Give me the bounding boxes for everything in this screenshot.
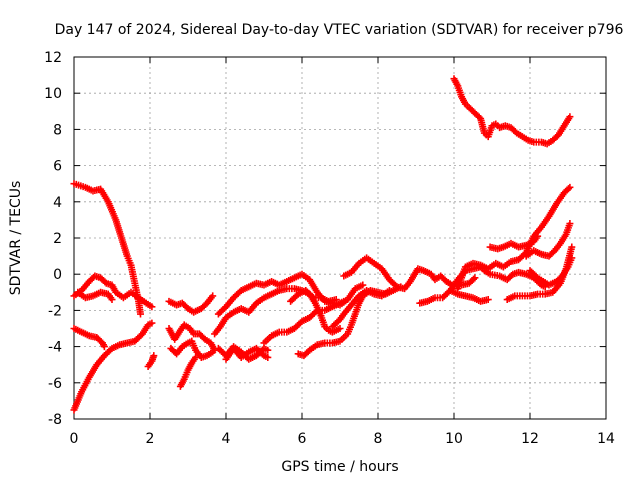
data-point: [471, 274, 479, 282]
y-tick-label: 8: [53, 122, 62, 138]
series-26: [522, 220, 574, 260]
x-tick-label: 10: [445, 431, 463, 447]
axis-ticks: 0 2 4 6 8 10 12 14 -8 -6 -4 -2 0 2 4 6 8 10 12: [44, 50, 615, 447]
y-tick-label: 2: [53, 231, 62, 247]
data-point: [148, 303, 156, 311]
y-tick-label: 12: [44, 50, 62, 66]
y-tick-label: -8: [48, 412, 62, 428]
y-tick-label: -2: [48, 303, 62, 319]
x-tick-label: 0: [70, 431, 79, 447]
data-point: [469, 275, 477, 283]
x-tick-label: 8: [374, 431, 383, 447]
data-point: [336, 325, 344, 332]
data-point: [308, 292, 316, 300]
data-point: [264, 353, 272, 361]
data-point: [566, 113, 574, 121]
series-22: [450, 75, 574, 148]
data-point: [150, 352, 158, 360]
data-point: [564, 185, 572, 193]
data-point: [484, 296, 492, 304]
data-point: [359, 281, 367, 289]
data-point: [566, 220, 574, 228]
series-7: [165, 292, 217, 316]
series-14: [222, 344, 272, 363]
y-tick-label: -4: [48, 340, 62, 356]
series-10: [176, 353, 200, 390]
series-24: [486, 232, 542, 253]
data-points: [70, 75, 576, 414]
x-tick-label: 6: [298, 431, 307, 447]
data-point: [340, 297, 348, 305]
y-tick-label: 4: [53, 195, 62, 211]
y-tick-label: 10: [44, 86, 62, 102]
series-16: [287, 286, 340, 305]
series-5: [74, 288, 116, 304]
data-point: [148, 319, 156, 327]
y-tick-label: 0: [53, 267, 62, 283]
series-8: [165, 321, 219, 354]
y-tick-label: 6: [53, 159, 62, 175]
x-tick-label: 14: [597, 431, 615, 447]
series-27: [526, 254, 576, 289]
data-point: [332, 296, 340, 304]
chart-title: Day 147 of 2024, Sidereal Day-to-day VTE…: [55, 22, 624, 38]
series-6: [144, 352, 158, 371]
data-point: [209, 292, 217, 300]
data-point: [264, 346, 272, 354]
series-18: [328, 286, 393, 331]
data-point: [312, 308, 320, 316]
y-axis-label: SDTVAR / TECUs: [8, 181, 24, 296]
x-tick-label: 12: [521, 431, 539, 447]
y-tick-label: -6: [48, 376, 62, 392]
data-point: [568, 254, 576, 262]
data-point: [108, 296, 116, 304]
series-2: [70, 319, 156, 414]
data-point: [209, 348, 217, 356]
series-4: [70, 272, 156, 311]
x-tick-label: 2: [146, 431, 155, 447]
data-point: [568, 243, 576, 251]
grid: [74, 57, 606, 419]
data-point: [566, 183, 574, 191]
series-3: [70, 325, 108, 351]
series-19: [340, 254, 479, 293]
data-point: [100, 343, 108, 351]
data-point: [385, 286, 393, 294]
series-15: [260, 297, 348, 347]
data-point: [534, 232, 542, 240]
x-axis-label: GPS time / hours: [281, 459, 398, 475]
x-tick-label: 4: [222, 431, 231, 447]
series-23: [454, 183, 574, 293]
data-point: [192, 353, 200, 361]
data-point: [137, 310, 144, 318]
